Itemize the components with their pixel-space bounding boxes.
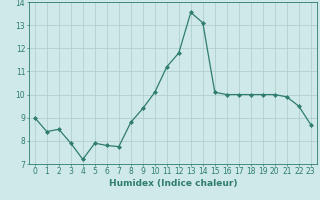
- X-axis label: Humidex (Indice chaleur): Humidex (Indice chaleur): [108, 179, 237, 188]
